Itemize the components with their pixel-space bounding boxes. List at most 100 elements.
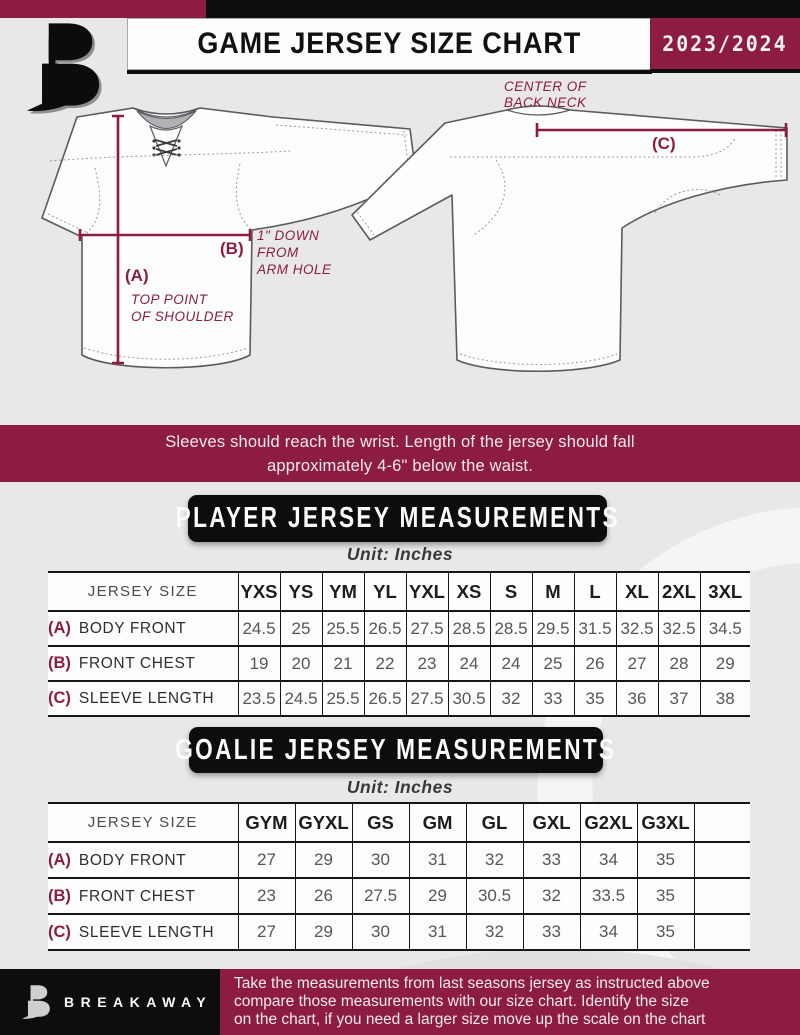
measurement-value: 30.5 — [447, 680, 490, 716]
size-column-header: XL — [615, 571, 658, 611]
measurement-value: 34 — [579, 841, 637, 878]
front-jersey-drawing — [41, 107, 417, 369]
measurement-value: 27.5 — [351, 877, 409, 914]
measurement-row: (C) SLEEVE LENGTH 27 29 30 31 32 33 34 35 — [48, 913, 750, 950]
measurement-line-a — [112, 114, 124, 365]
size-column-header: 3XL — [699, 571, 750, 611]
measurement-value: 33 — [522, 913, 580, 950]
back-c-key: (C) — [652, 134, 676, 153]
measurement-value: 35 — [636, 841, 694, 878]
size-column-header: 2XL — [657, 571, 700, 611]
size-column-header: YXL — [405, 571, 448, 611]
front-a-note-2: OF SHOULDER — [131, 309, 234, 324]
size-column-header: M — [531, 571, 574, 611]
footer-instructions-panel: Take the measurements from last seasons … — [220, 969, 800, 1035]
measurement-value: 32 — [465, 913, 523, 950]
row-label: (A) BODY FRONT — [48, 610, 238, 646]
measurement-value: 23 — [405, 645, 448, 681]
back-neck-note-1: CENTER OF — [504, 79, 587, 94]
measurement-value: 37 — [657, 680, 700, 716]
measurement-value: 29.5 — [531, 610, 574, 646]
measurement-value: 25 — [531, 645, 574, 681]
row-label: (C) SLEEVE LENGTH — [48, 680, 238, 716]
measurement-value: 19 — [237, 645, 280, 681]
measurement-value: 31 — [408, 841, 466, 878]
measurement-value: 25.5 — [321, 610, 364, 646]
measurement-line-c — [535, 123, 788, 137]
measurement-value: 35 — [636, 877, 694, 914]
measurement-value: 26 — [573, 645, 616, 681]
measurement-value: 26.5 — [363, 680, 406, 716]
measurement-value: 32 — [465, 841, 523, 878]
goalie-section-title-box: GOALIE JERSEY MEASUREMENTS — [175, 727, 614, 773]
measurement-value: 33.5 — [579, 877, 637, 914]
size-column-header: GL — [465, 802, 523, 842]
size-column-header: GXL — [522, 802, 580, 842]
back-jersey-drawing — [351, 105, 788, 373]
front-b-note-2: FROM — [257, 245, 299, 260]
measurement-value: 27 — [237, 913, 295, 950]
measurement-value: 34.5 — [699, 610, 750, 646]
measurement-value: 35 — [636, 913, 694, 950]
top-bar-maroon — [0, 0, 206, 18]
size-column-header: G3XL — [636, 802, 694, 842]
measurement-row: (A) BODY FRONT 24.5 25 25.5 26.5 27.5 28.5 28.5 2… — [48, 610, 750, 646]
banner-line-1: Sleeves should reach the wrist. Length o… — [165, 432, 635, 451]
measurement-value: 27.5 — [405, 680, 448, 716]
player-measurements-table: JERSEY SIZE YXS YS YM YL YXL XS S M L XL 2XL 3XL (A) B… — [48, 571, 750, 717]
footer-line-1: Take the measurements from last seasons … — [234, 975, 710, 992]
size-column-header: YS — [279, 571, 322, 611]
measurement-value: 29 — [294, 913, 352, 950]
measurement-row: (B) FRONT CHEST 19 20 21 22 23 24 24 25 26 27 28 29 — [48, 645, 750, 681]
footer-brand-panel: BREAKAWAY — [0, 969, 220, 1035]
measurement-value: 20 — [279, 645, 322, 681]
measurement-value: 32 — [489, 680, 532, 716]
measurement-value: 25 — [279, 610, 322, 646]
row-label: (C) SLEEVE LENGTH — [48, 913, 238, 950]
page-title-box: GAME JERSEY SIZE CHART — [127, 18, 652, 70]
measurement-value — [693, 877, 750, 914]
measurement-value: 31.5 — [573, 610, 616, 646]
size-column-header: GS — [351, 802, 409, 842]
row-label: (B) FRONT CHEST — [48, 645, 238, 681]
row-label: (A) BODY FRONT — [48, 841, 238, 878]
page-title: GAME JERSEY SIZE CHART — [197, 27, 582, 60]
measurement-value: 32.5 — [657, 610, 700, 646]
brand-name: BREAKAWAY — [64, 994, 213, 1010]
breakaway-b-logo-icon — [22, 985, 50, 1019]
measurement-value: 24 — [447, 645, 490, 681]
measurement-value: 29 — [699, 645, 750, 681]
measurement-value: 30 — [351, 841, 409, 878]
measurement-value: 24 — [489, 645, 532, 681]
footer-line-2: compare those measurements with our size… — [234, 993, 689, 1010]
measurement-value: 33 — [522, 841, 580, 878]
measurement-value: 24.5 — [279, 680, 322, 716]
measurement-value: 27 — [237, 841, 295, 878]
measurement-value: 22 — [363, 645, 406, 681]
measurement-value: 28.5 — [489, 610, 532, 646]
measurement-row: (B) FRONT CHEST 23 26 27.5 29 30.5 32 33.5 35 — [48, 877, 750, 914]
measurement-value: 33 — [531, 680, 574, 716]
measurement-value: 27 — [615, 645, 658, 681]
size-column-header — [693, 802, 750, 842]
season-label: 2023/2024 — [662, 31, 788, 56]
footer-line-3: on the chart, if you need a larger size … — [234, 1011, 706, 1028]
measurement-row: (A) BODY FRONT 27 29 30 31 32 33 34 35 — [48, 841, 750, 878]
player-unit-label: Unit: Inches — [346, 544, 454, 564]
measurement-value: 29 — [408, 877, 466, 914]
goalie-measurements-table: JERSEY SIZE GYM GYXL GS GM GL GXL G2XL G3XL (A) BO… — [48, 802, 750, 951]
measurement-value: 32 — [522, 877, 580, 914]
player-section-title: PLAYER JERSEY MEASUREMENTS — [175, 502, 620, 534]
measurement-value: 30.5 — [465, 877, 523, 914]
measurement-value: 38 — [699, 680, 750, 716]
measurement-value: 34 — [579, 913, 637, 950]
measurement-value: 26 — [294, 877, 352, 914]
collar-laces — [155, 139, 178, 156]
measurement-value: 23.5 — [237, 680, 280, 716]
table-corner-label: JERSEY SIZE — [48, 802, 238, 842]
front-b-note-3: ARM HOLE — [256, 262, 332, 277]
fit-instructions-banner: Sleeves should reach the wrist. Length o… — [0, 425, 800, 482]
measurement-value: 31 — [408, 913, 466, 950]
banner-line-2: approximately 4-6" below the waist. — [267, 456, 533, 475]
